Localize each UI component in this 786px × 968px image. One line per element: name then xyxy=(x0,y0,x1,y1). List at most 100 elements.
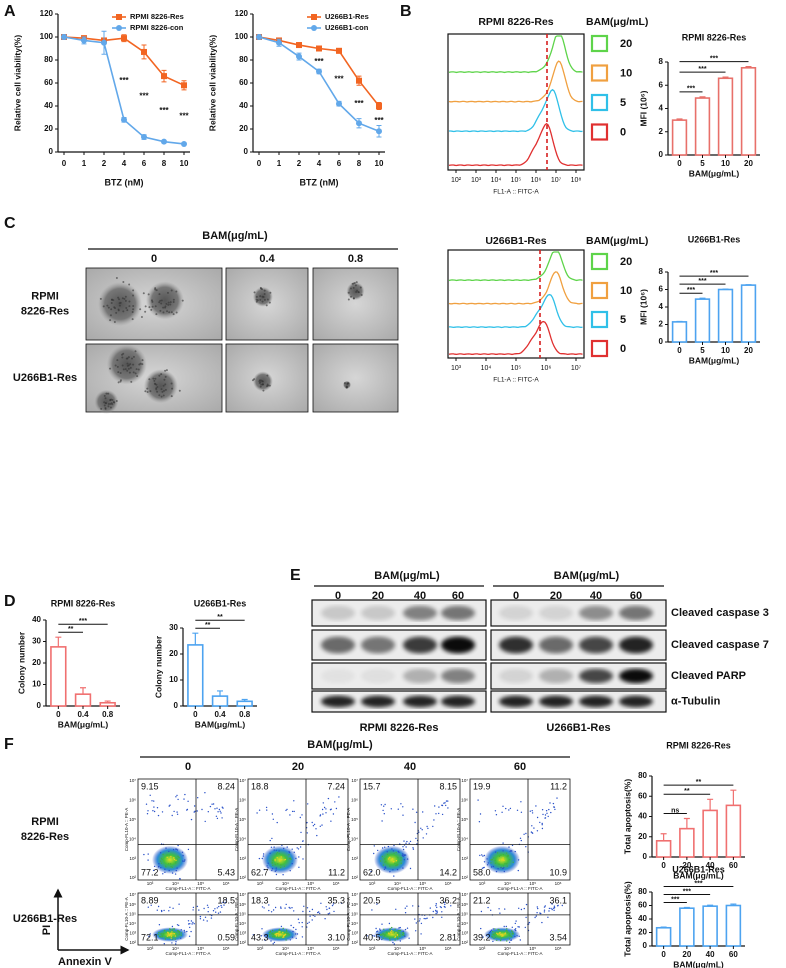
dot xyxy=(311,821,313,824)
dot xyxy=(324,918,326,920)
y-tick-label: 8 xyxy=(659,267,664,276)
dot-plot-frame xyxy=(359,892,461,946)
dot xyxy=(271,869,273,872)
dot xyxy=(490,929,493,931)
dot xyxy=(480,927,482,930)
cell xyxy=(135,368,138,371)
dot xyxy=(157,933,159,936)
cell xyxy=(251,379,254,382)
dot xyxy=(301,926,303,928)
dot xyxy=(382,937,384,940)
dot xyxy=(423,917,425,920)
dot xyxy=(552,802,555,805)
cell-cluster xyxy=(145,281,184,320)
dot xyxy=(509,807,512,810)
dot xyxy=(171,814,173,817)
cell xyxy=(127,356,130,359)
legend-title: BAM(μg/mL) xyxy=(586,235,648,247)
y-tick-label: 6 xyxy=(659,285,664,294)
cell xyxy=(259,295,262,298)
y-axis-label: Colony number xyxy=(153,635,163,698)
dot xyxy=(184,859,186,861)
dot xyxy=(504,908,506,910)
dot xyxy=(289,814,291,816)
blot-band xyxy=(403,605,437,621)
dot xyxy=(420,922,423,925)
y-tick-label: 10⁴ xyxy=(461,921,468,926)
quadrant-value: 39.2 xyxy=(473,932,491,942)
dot xyxy=(519,837,522,839)
dot xyxy=(500,938,502,940)
marker xyxy=(336,47,342,54)
x-tick-label: 10⁵ xyxy=(419,946,426,951)
dot xyxy=(325,808,327,810)
error-bar xyxy=(683,906,690,909)
marker xyxy=(121,35,127,42)
dot xyxy=(504,933,506,935)
dot xyxy=(425,833,428,835)
dot xyxy=(379,929,381,931)
dot xyxy=(272,933,274,936)
sig-label: *** xyxy=(671,896,679,903)
y-tick-label: 40 xyxy=(638,812,647,821)
cell xyxy=(172,298,175,301)
quadrant-value: 20.5 xyxy=(363,895,381,905)
chart-title: RPMI 8226-Res xyxy=(51,598,116,608)
dot xyxy=(172,928,174,930)
cell xyxy=(150,299,153,302)
dot xyxy=(387,858,390,860)
dot xyxy=(297,918,300,920)
dot xyxy=(184,931,186,933)
cell xyxy=(109,314,112,317)
blot-band xyxy=(403,695,437,708)
cell xyxy=(260,287,263,290)
bar xyxy=(679,827,695,858)
dot xyxy=(288,934,290,936)
bar xyxy=(187,644,204,707)
dot xyxy=(283,859,285,861)
dot xyxy=(300,831,302,834)
dot xyxy=(280,856,282,858)
blot-band xyxy=(361,636,395,654)
cell xyxy=(158,394,161,397)
y-tick-label: 2 xyxy=(659,320,664,329)
dot xyxy=(415,837,417,840)
dot xyxy=(327,913,329,915)
dot xyxy=(280,866,282,869)
y-axis-label: Total apoptosis(%) xyxy=(622,779,632,855)
cell xyxy=(115,311,118,314)
cell xyxy=(113,321,116,324)
cell xyxy=(346,382,349,385)
x-axis-label: Comp-FL1-A :: FITC-A xyxy=(165,951,210,956)
dot xyxy=(286,930,288,932)
dot xyxy=(554,808,556,811)
dot xyxy=(319,814,322,816)
marker xyxy=(61,34,67,40)
density-core xyxy=(262,845,298,874)
legend-label: 0 xyxy=(620,343,626,355)
hist-curve xyxy=(448,122,583,167)
dot xyxy=(536,830,539,832)
y-tick-label: 10⁴ xyxy=(239,921,246,926)
dot xyxy=(536,906,538,908)
cell xyxy=(162,311,165,314)
error-bar xyxy=(55,636,62,647)
dot xyxy=(153,865,156,868)
dot xyxy=(508,846,510,848)
x-tick-label: 10⁶ xyxy=(555,946,562,951)
cell xyxy=(125,307,128,310)
y-axis-label: Colony number xyxy=(16,631,26,694)
legend-swatch xyxy=(590,310,609,329)
cell xyxy=(167,301,170,304)
lane-label: 60 xyxy=(452,590,464,602)
dot xyxy=(444,802,446,804)
dot xyxy=(163,909,165,912)
dot xyxy=(278,852,280,855)
marker xyxy=(121,116,127,123)
bar xyxy=(740,284,757,343)
dot xyxy=(268,933,271,936)
error-bar xyxy=(192,632,199,645)
dot xyxy=(393,943,395,945)
dot xyxy=(221,806,223,808)
dot xyxy=(170,934,172,936)
